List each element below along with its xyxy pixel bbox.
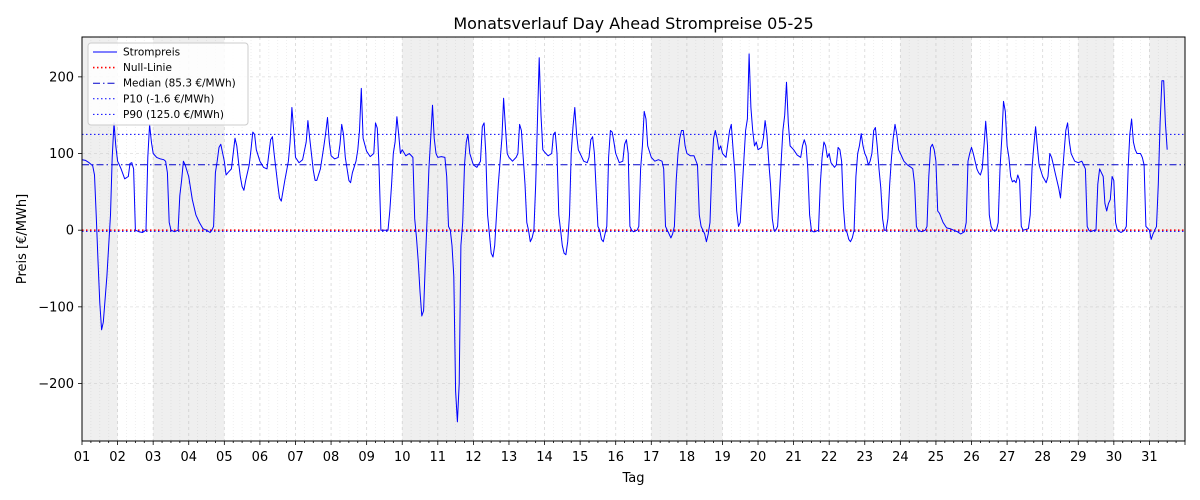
x-tick-label: 29 <box>1070 450 1087 465</box>
weekend-band <box>1078 37 1114 441</box>
x-tick-label: 26 <box>963 450 980 465</box>
x-tick-label: 18 <box>679 450 696 465</box>
x-tick-label: 04 <box>180 450 197 465</box>
x-tick-label: 01 <box>74 450 91 465</box>
x-tick-label: 24 <box>892 450 909 465</box>
legend-box <box>87 42 249 126</box>
series-layer <box>81 53 1168 423</box>
legend-label: Null-Linie <box>123 62 172 74</box>
x-tick-label: 19 <box>714 450 731 465</box>
legend: Strompreis Null-Linie Median (85.3 €/MWh) P… <box>87 42 249 126</box>
y-axis: −200 −100 0 100 200 <box>38 70 82 392</box>
x-tick-label: 07 <box>287 450 304 465</box>
y-tick-label: 0 <box>66 224 74 239</box>
x-tick-label: 27 <box>999 450 1016 465</box>
legend-label: Median (85.3 €/MWh) <box>123 78 236 90</box>
y-tick-label: 200 <box>49 70 74 85</box>
x-tick-label: 22 <box>821 450 838 465</box>
x-tick-label: 13 <box>501 450 518 465</box>
x-tick-label: 05 <box>216 450 233 465</box>
x-tick-label: 10 <box>394 450 411 465</box>
x-tick-label: 21 <box>785 450 802 465</box>
x-tick-label: 06 <box>252 450 269 465</box>
x-axis-label: Tag <box>621 471 644 486</box>
y-tick-label: 100 <box>49 147 74 162</box>
legend-label: P10 (-1.6 €/MWh) <box>123 93 214 105</box>
x-tick-label: 20 <box>750 450 767 465</box>
y-axis-label: Preis [€/MWh] <box>15 194 30 284</box>
weekend-band <box>1149 37 1185 441</box>
x-tick-label: 31 <box>1141 450 1158 465</box>
x-tick-label: 11 <box>430 450 447 465</box>
x-tick-label: 15 <box>572 450 589 465</box>
y-tick-label: −200 <box>38 377 74 392</box>
reference-lines <box>82 133 1185 232</box>
price-line <box>81 53 1168 423</box>
x-tick-label: 28 <box>1034 450 1051 465</box>
x-tick-label: 12 <box>465 450 482 465</box>
x-tick-label: 16 <box>607 450 624 465</box>
x-tick-label: 25 <box>928 450 945 465</box>
x-tick-label: 17 <box>643 450 660 465</box>
x-tick-label: 02 <box>109 450 126 465</box>
x-tick-label: 14 <box>536 450 553 465</box>
x-tick-label: 08 <box>323 450 340 465</box>
x-tick-label: 09 <box>358 450 375 465</box>
x-tick-label: 30 <box>1106 450 1123 465</box>
x-tick-label: 03 <box>145 450 162 465</box>
chart-title: Monatsverlauf Day Ahead Strompreise 05-2… <box>453 14 813 33</box>
x-axis: 01 02 03 04 05 06 07 08 09 10 11 12 13 14 15 16 17 18 19 20… <box>74 441 1186 465</box>
legend-label: Strompreis <box>123 47 180 59</box>
y-tick-label: −100 <box>38 300 74 315</box>
x-tick-label: 23 <box>857 450 874 465</box>
legend-label: P90 (125.0 €/MWh) <box>123 109 224 121</box>
